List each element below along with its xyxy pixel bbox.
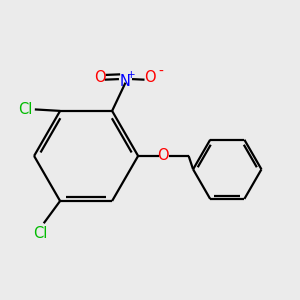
Text: N: N <box>120 74 131 89</box>
Text: O: O <box>144 70 156 85</box>
Text: Cl: Cl <box>34 226 48 241</box>
Text: +: + <box>127 70 135 80</box>
Text: O: O <box>94 70 105 85</box>
Text: Cl: Cl <box>18 102 32 117</box>
Text: O: O <box>158 148 169 164</box>
Text: -: - <box>158 64 163 78</box>
